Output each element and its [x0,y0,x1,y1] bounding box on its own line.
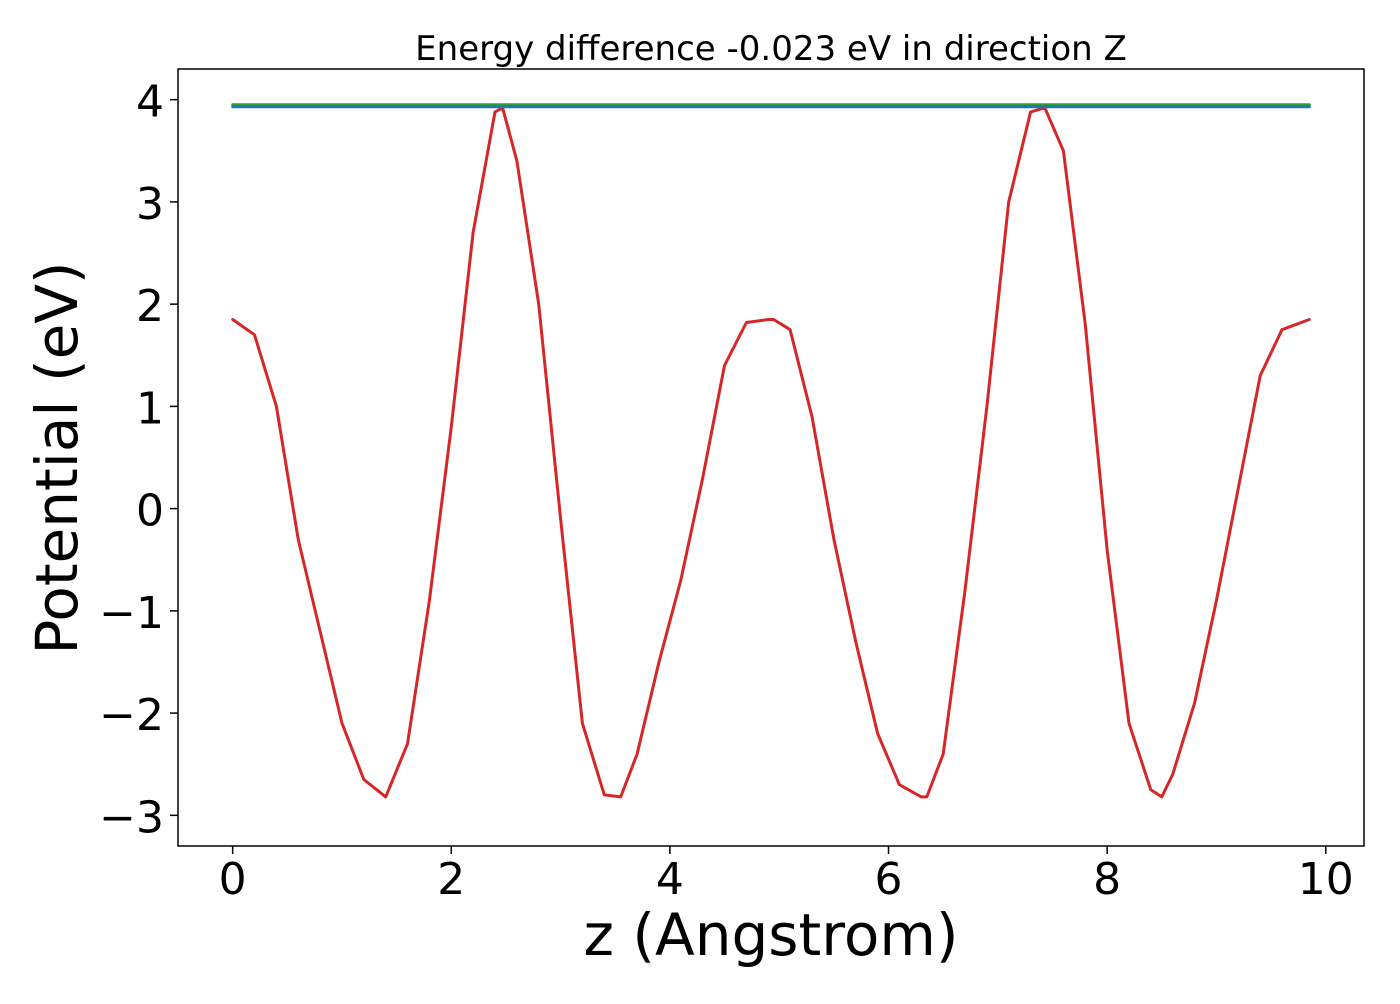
series-line-1 [231,106,1311,799]
y-tick-label: 2 [136,281,164,332]
y-tick-label: 3 [136,179,164,230]
y-tick-label: 4 [136,77,164,128]
y-axis-label: Potential (eV) [23,261,91,654]
x-tick-label: 2 [437,854,465,905]
x-tick-label: 8 [1093,854,1121,905]
data-series-layer [231,103,1311,799]
y-tick-label: −1 [99,588,164,639]
x-axis-label: z (Angstrom) [584,901,959,969]
x-axis-ticks: 0 2 4 6 8 10 [219,846,1354,905]
x-tick-label: 4 [656,854,684,905]
y-tick-label: −2 [99,690,164,741]
y-tick-label: −3 [99,792,164,843]
plot-area-frame [177,68,1365,847]
x-tick-label: 10 [1298,854,1354,905]
x-tick-label: 6 [875,854,903,905]
y-tick-label: 0 [136,486,164,537]
x-tick-label: 0 [219,854,247,905]
chart-title: Energy difference -0.023 eV in direction… [415,29,1127,69]
y-tick-label: 1 [136,383,164,434]
y-axis-ticks: −3 −2 −1 0 1 2 3 4 [99,77,178,843]
